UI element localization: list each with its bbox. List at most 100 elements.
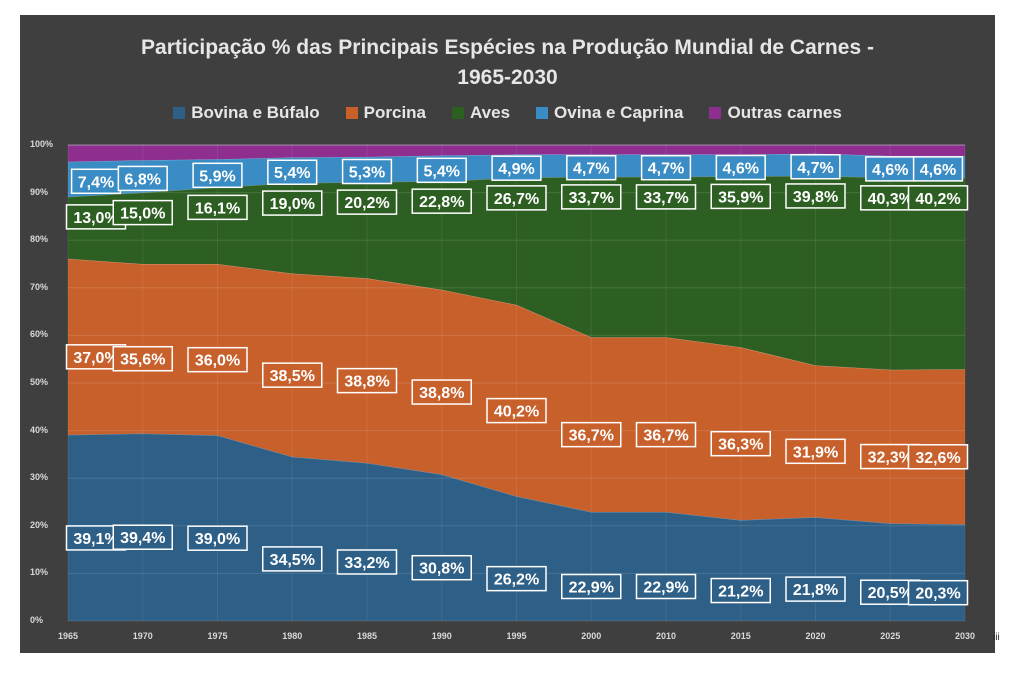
legend-item-ovina: Ovina e Caprina xyxy=(536,103,683,123)
data-label-porcina: 35,6% xyxy=(112,345,173,372)
data-label-text: 38,8% xyxy=(419,385,464,402)
data-label-text: 34,5% xyxy=(270,552,315,569)
data-label-bovina: 22,9% xyxy=(561,573,622,600)
data-label-porcina: 40,2% xyxy=(486,397,547,424)
data-label-bovina: 33,2% xyxy=(336,549,398,575)
legend-label-ovina: Ovina e Caprina xyxy=(554,103,684,122)
data-label-ovina: 4,6% xyxy=(715,154,766,181)
y-tick-label: 20% xyxy=(30,519,49,530)
data-label-bovina: 30,8% xyxy=(411,554,472,581)
data-label-text: 33,7% xyxy=(569,190,614,207)
data-label-text: 6,8% xyxy=(125,171,161,188)
data-label-box xyxy=(785,438,846,465)
data-label-text: 21,8% xyxy=(793,582,838,599)
data-label-box xyxy=(486,185,547,211)
data-label-box xyxy=(790,154,841,180)
data-label-bovina: 21,2% xyxy=(710,577,771,604)
data-label-bovina: 22,9% xyxy=(635,573,697,600)
x-tick-label: 1980 xyxy=(282,631,303,641)
x-tick-label: 2020 xyxy=(805,631,826,641)
data-label-text: 22,9% xyxy=(643,579,688,596)
data-label-box xyxy=(112,345,173,372)
data-label-aves: 15,0% xyxy=(112,199,173,226)
data-label-text: 13,0% xyxy=(73,210,118,227)
data-label-box xyxy=(486,397,547,424)
data-label-aves: 33,7% xyxy=(635,184,697,210)
data-label-porcina: 38,8% xyxy=(411,379,472,405)
data-label-box xyxy=(785,183,846,209)
data-label-box xyxy=(336,189,398,215)
data-label-aves: 35,9% xyxy=(710,183,771,210)
data-label-text: 39,4% xyxy=(120,530,165,547)
data-label-text: 36,7% xyxy=(643,428,688,445)
data-label-text: 40,2% xyxy=(915,191,960,208)
data-label-porcina: 32,6% xyxy=(907,444,969,470)
data-label-text: 4,6% xyxy=(723,160,759,177)
data-label-bovina: 21,8% xyxy=(785,576,846,602)
data-label-box xyxy=(112,199,173,226)
data-label-box xyxy=(262,190,323,216)
data-label-text: 5,4% xyxy=(274,165,310,182)
data-label-text: 4,9% xyxy=(498,161,534,178)
data-label-bovina: 39,4% xyxy=(112,524,173,550)
data-label-text: 30,8% xyxy=(419,561,464,578)
y-tick-label: 70% xyxy=(30,281,49,292)
x-tick-label: 1985 xyxy=(356,631,378,641)
data-label-text: 33,7% xyxy=(643,190,688,207)
x-tick-label: 1995 xyxy=(506,631,527,641)
legend-label-aves: Aves xyxy=(470,103,511,122)
data-label-text: 5,9% xyxy=(199,168,235,185)
data-label-box xyxy=(341,158,393,185)
data-label-box xyxy=(112,524,173,550)
data-label-box xyxy=(117,165,168,192)
data-label-box xyxy=(907,579,969,606)
data-label-box xyxy=(710,430,771,457)
area-porcina xyxy=(68,258,965,525)
data-label-ovina: 4,7% xyxy=(566,154,617,181)
legend-swatch-porcina xyxy=(345,107,358,119)
data-label-ovina: 7,4% xyxy=(70,168,122,195)
data-label-box xyxy=(785,576,846,602)
data-label-text: 5,3% xyxy=(349,165,385,182)
data-label-bovina: 34,5% xyxy=(262,546,323,572)
data-label-bovina: 20,3% xyxy=(907,579,969,606)
area-bovina-e-b-falo xyxy=(68,433,965,621)
data-label-text: 37,0% xyxy=(73,350,118,367)
data-label-box xyxy=(491,155,542,181)
data-label-box xyxy=(710,183,771,210)
legend-item-porcina: Porcina xyxy=(345,103,427,123)
legend-label-porcina: Porcina xyxy=(363,103,427,122)
y-tick-label: 0% xyxy=(30,615,44,625)
data-label-ovina: 4,9% xyxy=(491,155,542,181)
chart-legend: Bovina e Búfalo Porcina Aves Ovina e Cap… xyxy=(20,103,995,123)
data-label-ovina: 5,4% xyxy=(416,157,467,184)
data-label-aves: 33,7% xyxy=(561,184,622,210)
data-label-text: 4,7% xyxy=(648,161,684,178)
data-label-box xyxy=(715,154,766,181)
chart-plot-area: 39,1% 39,4% 39,0% 34,5% 33,2% 30,8% 26,2% 22,9%… xyxy=(65,144,969,622)
legend-label-bovina: Bovina e Búfalo xyxy=(191,103,320,122)
data-label-ovina: 5,3% xyxy=(341,158,393,185)
data-label-text: 20,5% xyxy=(868,585,913,602)
legend-swatch-ovina xyxy=(536,107,549,119)
data-label-text: 16,1% xyxy=(195,200,240,217)
data-label-text: 35,6% xyxy=(120,352,165,369)
data-label-text: 32,6% xyxy=(915,450,960,467)
data-label-aves: 19,0% xyxy=(262,190,323,216)
data-label-ovina: 4,6% xyxy=(865,156,916,182)
data-label-box xyxy=(635,184,697,210)
data-label-box xyxy=(561,573,622,600)
data-label-text: 20,2% xyxy=(344,195,389,212)
data-label-ovina: 5,4% xyxy=(267,159,318,185)
legend-label-outras: Outras carnes xyxy=(727,103,842,122)
data-label-aves: 22,8% xyxy=(411,188,472,214)
data-label-box xyxy=(70,168,122,195)
data-label-text: 22,8% xyxy=(419,194,464,211)
data-label-text: 26,2% xyxy=(494,572,539,589)
data-label-box xyxy=(267,159,318,185)
data-label-box xyxy=(561,421,622,448)
data-label-ovina: 4,7% xyxy=(640,154,692,181)
y-tick-label: 100% xyxy=(30,139,54,149)
data-label-ovina: 6,8% xyxy=(117,165,168,192)
x-tick-label: 1975 xyxy=(207,631,228,641)
